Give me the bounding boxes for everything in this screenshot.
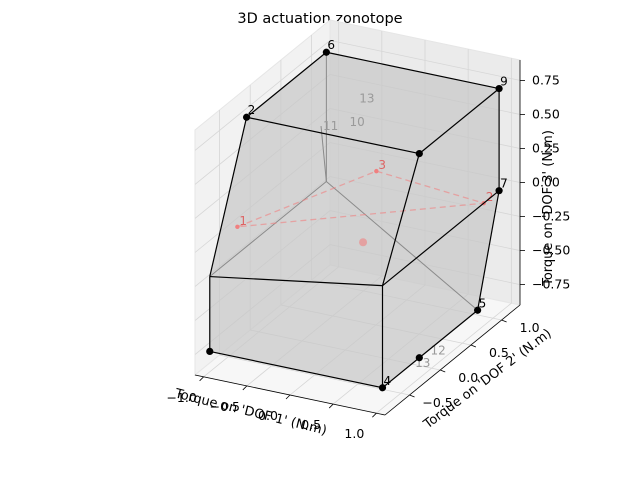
z-tick-label: 0.25 [532,140,560,155]
red-point-label: 2 [486,190,494,204]
x-tick [328,403,334,409]
visible-edge [477,190,500,311]
grid-line-y [219,110,410,396]
red-point-label: 3 [378,158,386,172]
vertex-marker [242,113,251,121]
vertex-marker [415,149,423,158]
grid-line-z [194,39,521,151]
visible-edge [418,309,478,359]
visible-edge [209,275,383,287]
y-tick [440,369,446,373]
red-point [359,238,368,247]
y-tick-label: 0.0 [458,370,478,385]
x-tick [285,394,291,400]
visible-edge [418,88,500,155]
x-tick-label: 0.5 [301,417,321,432]
visible-edge [381,153,420,286]
vertex-marker [474,306,482,314]
vertex-label: 4 [384,374,392,388]
z-tick-label: 0.00 [532,175,560,190]
y-tick-label: 1.0 [520,320,540,335]
hidden-edge [209,181,327,277]
vertex-label: 7 [500,177,508,191]
hidden-edge [320,125,327,182]
vertex-marker [495,187,503,195]
hidden-edge [326,181,478,311]
z-tick-label: 0.75 [532,72,560,87]
visible-edge [382,190,500,287]
chart-title: 3D actuation zonotope [237,11,402,27]
hidden-vertex-label: 11 [323,119,338,133]
x-tick-label: −1.0 [166,390,196,405]
y-tick [470,344,477,348]
hidden-vertex-label: 12 [431,343,446,357]
hidden-vertex-label: 13 [359,92,374,106]
vertex-label: 5 [479,296,487,310]
z-tick-label: −0.75 [532,277,570,292]
x-tick [372,412,377,418]
vertices: 2 4 5 6 7 9 [206,38,508,392]
visible-edge [246,51,327,118]
red-point [374,168,379,174]
visible-edges [209,51,500,389]
zonotope-face [382,190,500,388]
x-tick-label: −0.5 [210,399,240,414]
visible-edge [382,357,420,389]
x-tick-label: 1.0 [344,426,364,441]
y-axis: −0.5 0.0 0.5 1.0 [384,304,540,416]
x-tick [242,385,248,391]
vertex-marker [206,347,214,356]
vertex-label: 9 [500,75,508,89]
visible-edge [209,117,248,277]
red-section-outline [237,170,484,228]
y-axis-line [384,304,521,416]
z-axis-label: Torque on 'DOF 3' (N.m) [541,130,556,287]
z-tick-label: 0.50 [532,106,560,121]
z-axis: −0.75 −0.50 −0.25 0.00 0.25 0.50 0.75 [519,60,570,305]
grid-line-x [376,58,512,414]
visible-edge [326,51,500,90]
x-tick [199,376,204,382]
vertex-marker [415,354,423,362]
x-tick-label: 0.0 [258,408,278,423]
y-tick [409,394,415,398]
zonotope-face [382,88,500,286]
z-tick-label: −0.50 [532,243,570,258]
vertex-marker [495,84,503,93]
zonotope-face [209,117,420,286]
visible-edge [246,116,420,155]
hidden-vertex-label: 10 [350,115,365,129]
y-tick-label: 0.5 [489,345,509,360]
visible-edge [209,350,383,389]
y-tick-label: −0.5 [422,395,452,410]
x-axis: −1.0 −0.5 0.0 0.5 1.0 [166,374,386,441]
vertex-label: 6 [327,38,335,52]
vertex-marker [378,384,387,392]
vertex-marker [322,48,330,56]
red-point-label: 1 [239,214,247,228]
red-section: 1 2 3 [235,158,494,247]
zonotope-face [246,52,500,154]
red-point [235,224,240,230]
z-tick-label: −0.25 [532,209,570,224]
y-tick [501,319,507,323]
vertex-label: 2 [248,103,256,117]
